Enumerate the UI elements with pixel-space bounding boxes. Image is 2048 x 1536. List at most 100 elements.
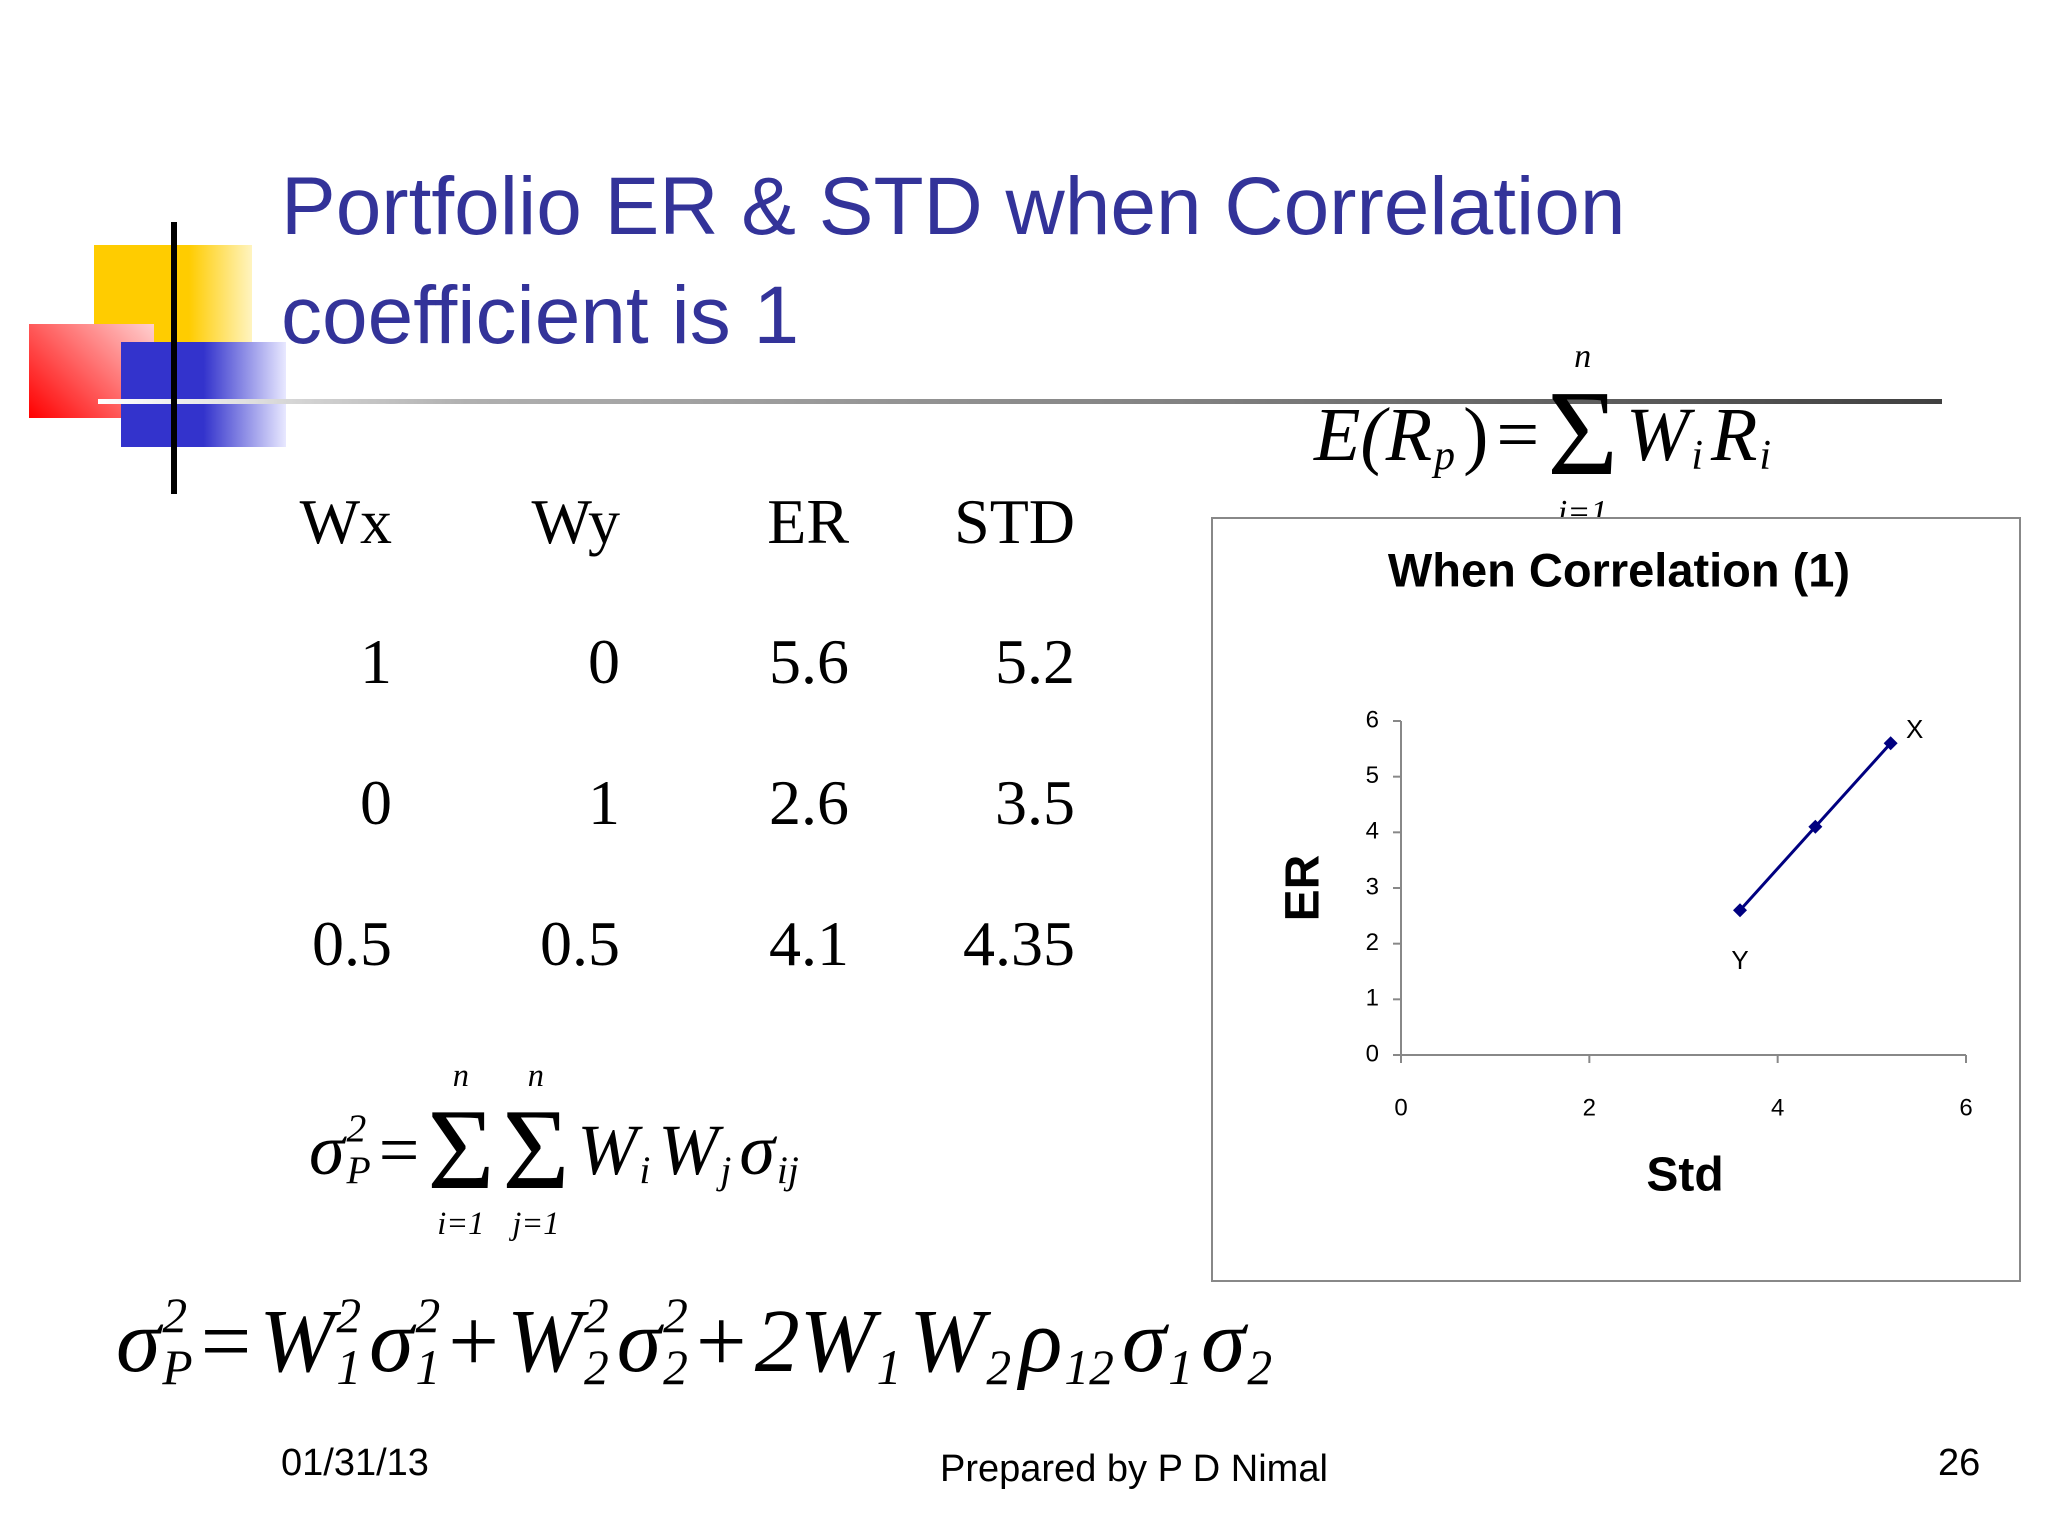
symbol: σ bbox=[116, 1292, 161, 1392]
table-cell: 0 bbox=[588, 626, 620, 697]
table-cell: 5.6 bbox=[769, 626, 849, 697]
deco-vline bbox=[171, 222, 177, 494]
deco-rule bbox=[98, 399, 1942, 404]
table-header: Wy bbox=[531, 486, 620, 557]
title-line: Portfolio ER & STD when Correlation bbox=[281, 161, 1626, 252]
superscript: 2 bbox=[346, 1106, 367, 1151]
x-tick-label: 6 bbox=[1959, 1094, 1972, 1121]
table-header: ER bbox=[767, 486, 849, 557]
subscript: i bbox=[1691, 433, 1703, 479]
symbol: σ bbox=[1121, 1292, 1167, 1392]
scripts: 12 bbox=[1064, 1290, 1114, 1394]
table-cell: 1 bbox=[588, 767, 620, 838]
symbol: W bbox=[658, 1109, 719, 1190]
subscript: 1 bbox=[336, 1339, 362, 1395]
symbol: W bbox=[577, 1109, 638, 1190]
symbol: ρ bbox=[1019, 1292, 1063, 1392]
symbol: σ bbox=[739, 1109, 775, 1190]
term: σ ij bbox=[739, 1108, 799, 1191]
marker bbox=[1883, 736, 1898, 751]
subscript: 2 bbox=[663, 1339, 688, 1395]
scripts: i bbox=[1691, 391, 1703, 479]
symbol: E(R bbox=[1314, 392, 1433, 477]
term: = bbox=[1496, 392, 1539, 479]
subscript: 2 bbox=[986, 1339, 1012, 1395]
x-tick-label: 4 bbox=[1771, 1094, 1784, 1121]
sigma: Σ bbox=[427, 1085, 495, 1214]
deco-blue bbox=[121, 342, 286, 447]
table-header: Wx bbox=[299, 486, 392, 557]
table-cell: 1 bbox=[360, 626, 392, 697]
subscript: 2 bbox=[584, 1339, 609, 1395]
scripts: p bbox=[1434, 391, 1455, 479]
term: 2W 1 bbox=[755, 1290, 902, 1394]
table-cell: 0.5 bbox=[312, 908, 392, 979]
subscript: j bbox=[720, 1148, 732, 1192]
scripts: 2 bbox=[986, 1290, 1011, 1394]
subscript: P bbox=[346, 1148, 371, 1192]
table-cell: 4.35 bbox=[963, 908, 1075, 979]
marker bbox=[1808, 819, 1823, 834]
y-tick-label: 5 bbox=[1366, 762, 1379, 789]
subscript: 2 bbox=[1247, 1339, 1273, 1395]
y-tick-label: 0 bbox=[1366, 1040, 1379, 1067]
subscript: 1 bbox=[1168, 1339, 1193, 1395]
superscript: 2 bbox=[336, 1288, 362, 1343]
title-line: coefficient is 1 bbox=[281, 270, 800, 361]
scripts: ij bbox=[777, 1108, 799, 1191]
y-tick-label: 4 bbox=[1366, 818, 1379, 845]
term: W i bbox=[577, 1108, 650, 1191]
symbol: = bbox=[1496, 392, 1540, 477]
x-tick-label: 0 bbox=[1394, 1094, 1407, 1121]
table-cell: 3.5 bbox=[995, 767, 1075, 838]
symbol: σ bbox=[1201, 1292, 1246, 1392]
subscript: ij bbox=[776, 1148, 799, 1192]
marker bbox=[1733, 903, 1747, 918]
term: W j bbox=[658, 1108, 731, 1191]
term: + bbox=[696, 1290, 747, 1393]
symbol: = bbox=[200, 1292, 252, 1392]
table-cell: 4.1 bbox=[769, 908, 849, 979]
symbol: 2W bbox=[754, 1292, 875, 1392]
chart-title: When Correlation (1) bbox=[1388, 543, 1850, 596]
scripts: 1 bbox=[1168, 1290, 1193, 1394]
symbol: W bbox=[259, 1292, 335, 1392]
subscript: 12 bbox=[1064, 1339, 1114, 1395]
term: W 2 bbox=[909, 1290, 1011, 1394]
term: W i bbox=[1626, 391, 1703, 479]
symbol: W bbox=[507, 1292, 583, 1392]
limit: j=1 bbox=[512, 1205, 560, 1242]
scripts: i bbox=[1759, 391, 1771, 479]
footer-date: 01/31/13 bbox=[281, 1442, 429, 1484]
y-axis-label: ER bbox=[1277, 855, 1330, 922]
table-header: STD bbox=[954, 486, 1075, 557]
subscript: 1 bbox=[876, 1339, 902, 1395]
symbol: R bbox=[1710, 392, 1758, 477]
term: σ 1 bbox=[1122, 1290, 1193, 1394]
x-axis-label: Std bbox=[1646, 1149, 1723, 1202]
table-cell: 0.5 bbox=[540, 908, 620, 979]
y-tick-label: 1 bbox=[1366, 985, 1379, 1012]
superscript: 2 bbox=[663, 1288, 688, 1343]
subscript: 1 bbox=[415, 1339, 441, 1395]
scripts: i bbox=[639, 1108, 650, 1191]
y-tick-label: 6 bbox=[1366, 706, 1379, 733]
point-label: X bbox=[1906, 714, 1923, 744]
limit: n bbox=[1574, 338, 1592, 375]
symbol: σ bbox=[309, 1109, 345, 1190]
footer-page: 26 bbox=[1938, 1442, 1981, 1484]
term: R i bbox=[1711, 391, 1771, 479]
symbol: W bbox=[909, 1292, 985, 1392]
